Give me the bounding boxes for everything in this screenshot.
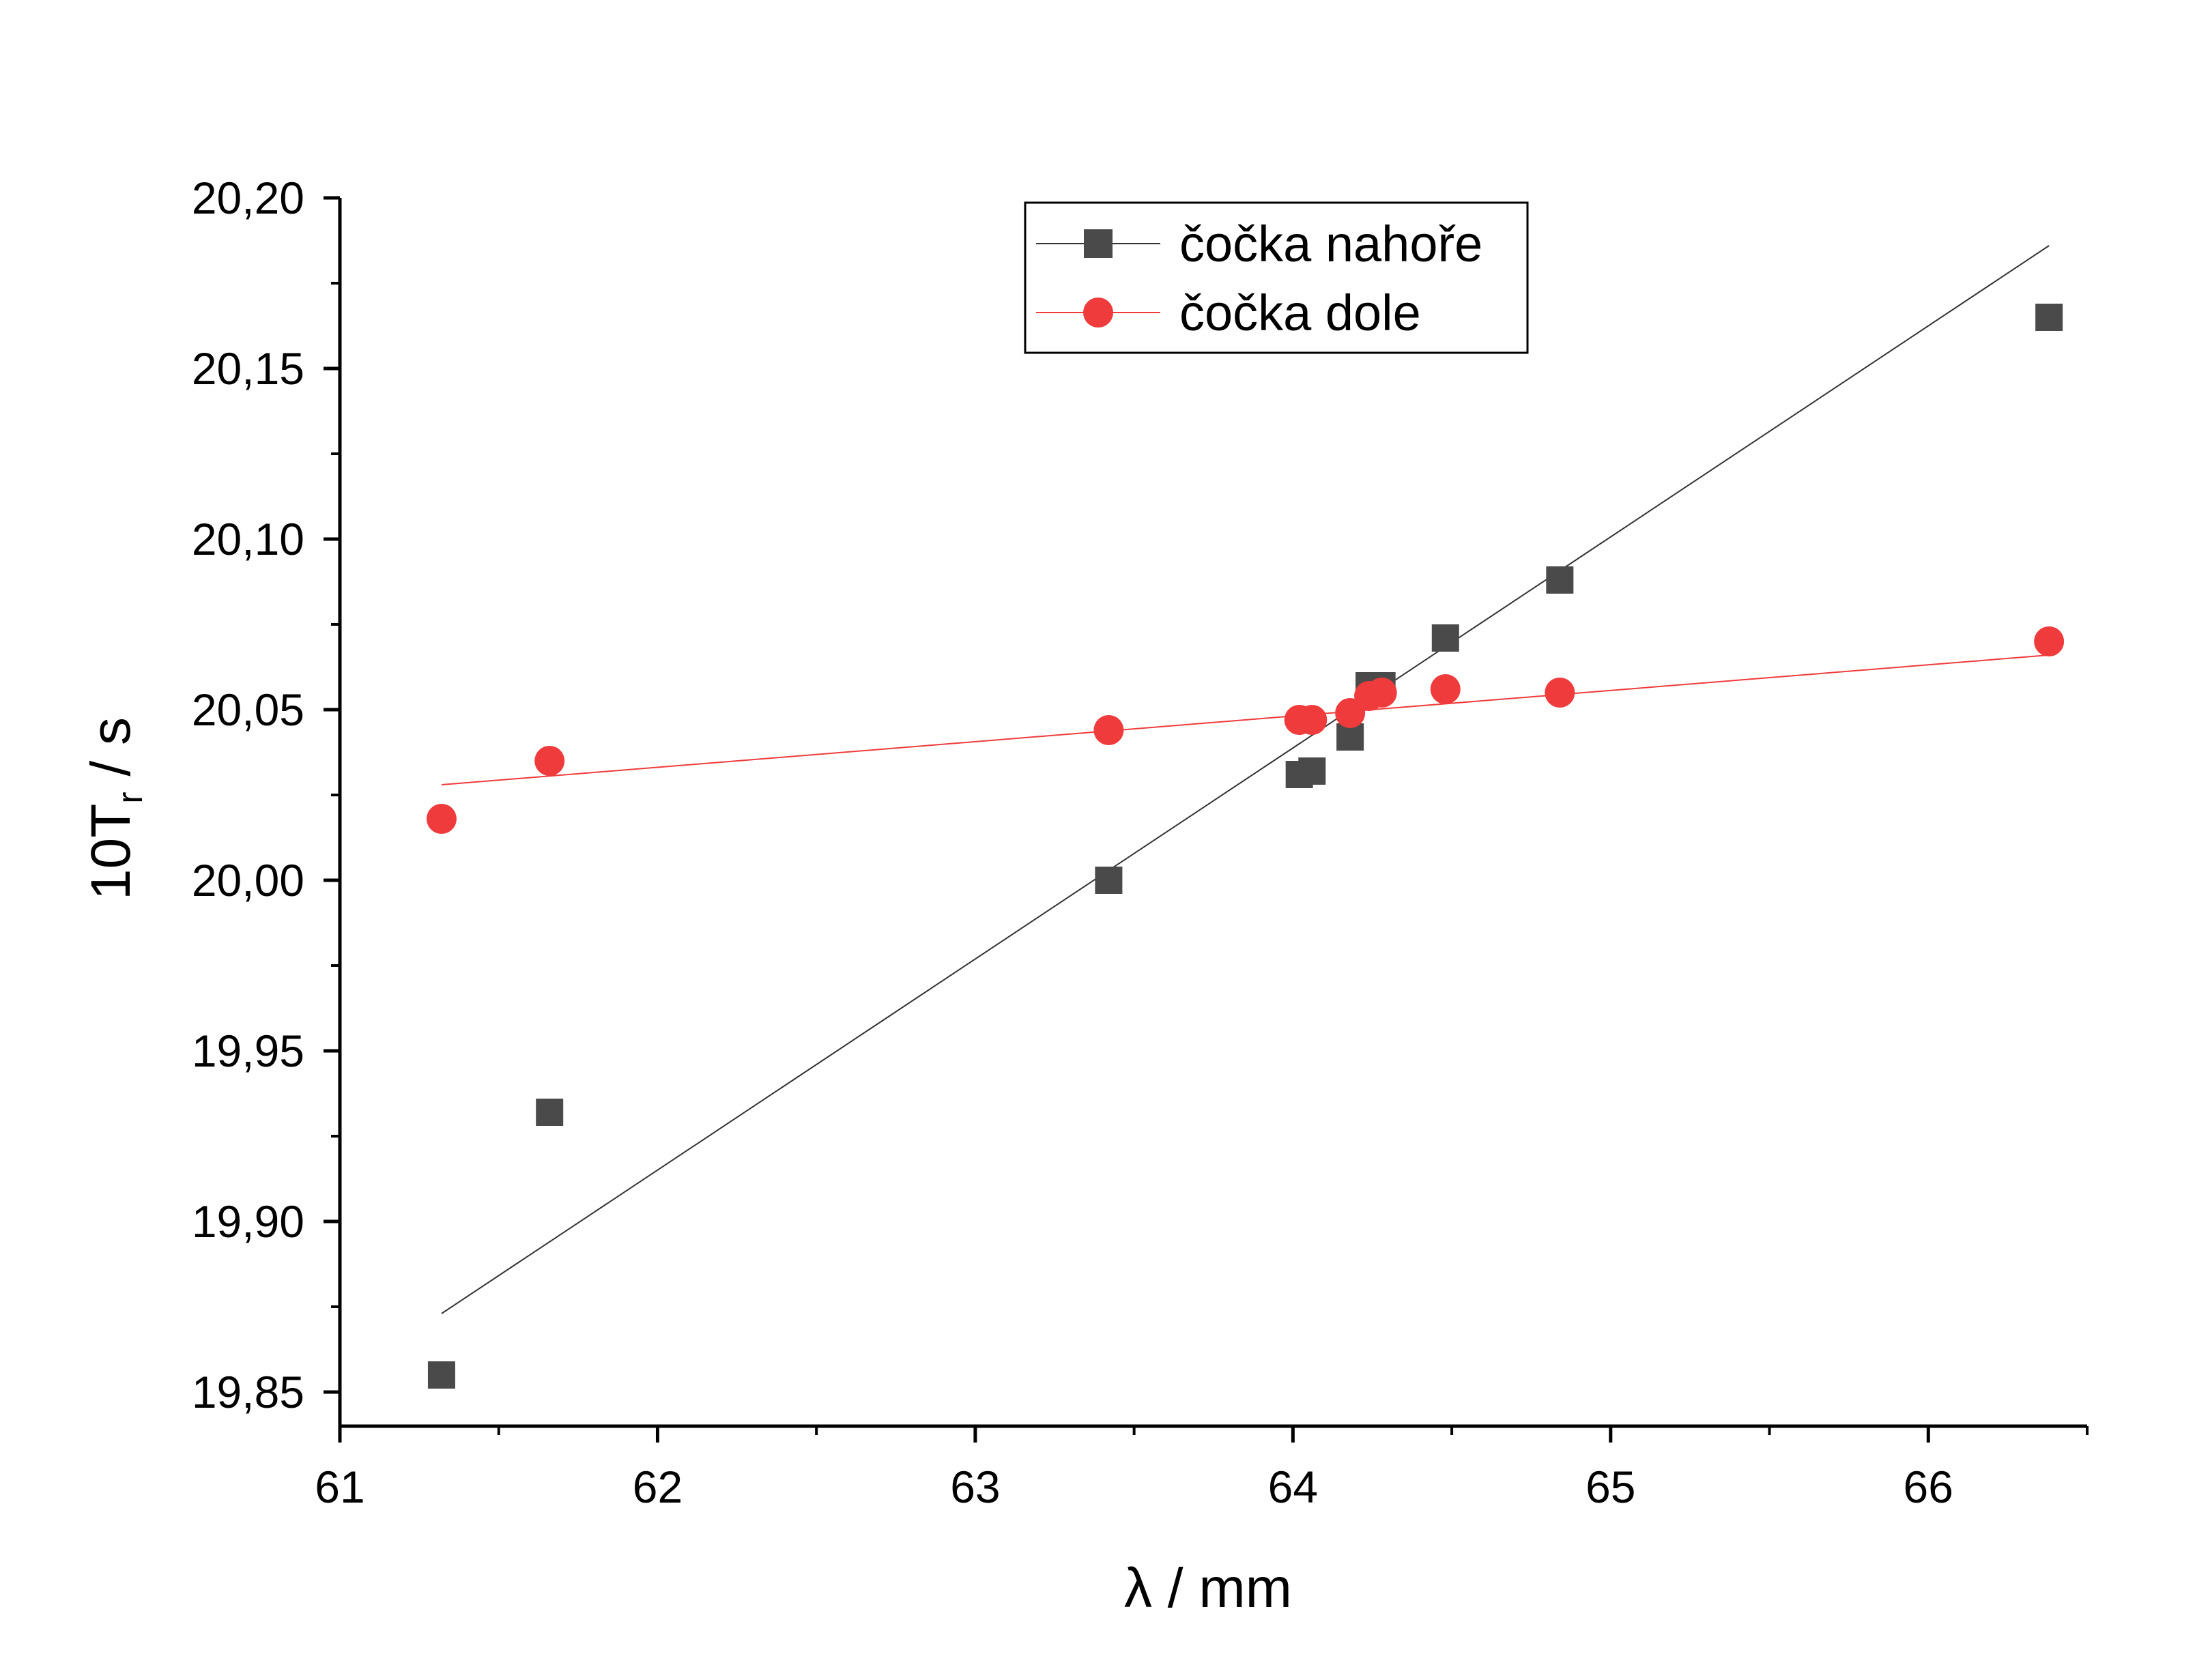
x-tick-label: 64 xyxy=(1268,1462,1318,1512)
point-series-1 xyxy=(1366,678,1397,708)
point-series-1 xyxy=(534,746,565,776)
x-tick-label: 66 xyxy=(1904,1462,1953,1512)
y-tick-label: 20,10 xyxy=(192,514,304,564)
y-tick-label: 20,00 xyxy=(192,855,304,906)
y-tick-labels: 19,85 19,90 19,95 20,00 20,05 20,10 20,15 20,20 xyxy=(192,173,304,1417)
fit-lines xyxy=(441,245,2050,1314)
x-tick-label: 62 xyxy=(633,1462,683,1512)
point-series-1 xyxy=(2034,626,2065,656)
point-series-1 xyxy=(426,804,457,834)
point-series-1 xyxy=(1093,715,1124,745)
y-tick-label: 20,05 xyxy=(192,684,304,735)
y-axis-title: 10Tr / s xyxy=(80,717,150,900)
legend-label-dole: čočka dole xyxy=(1179,285,1421,341)
point-series-0 xyxy=(1298,757,1326,785)
point-series-1 xyxy=(1297,705,1328,735)
y-tick-label: 19,90 xyxy=(192,1196,304,1247)
legend-marker-dole xyxy=(1083,298,1113,328)
data-points xyxy=(426,304,2065,1389)
point-series-0 xyxy=(2035,304,2063,331)
y-axis-title-subscript: r xyxy=(111,792,150,803)
point-series-1 xyxy=(1430,674,1461,704)
fit-line-series-1 xyxy=(441,654,2050,785)
point-series-0 xyxy=(427,1361,455,1389)
point-series-0 xyxy=(1546,566,1574,594)
y-tick-label: 19,95 xyxy=(192,1026,304,1076)
point-series-0 xyxy=(1431,624,1459,652)
y-tick-label: 20,15 xyxy=(192,343,304,394)
fit-line-series-0 xyxy=(441,245,2050,1314)
point-series-0 xyxy=(1095,867,1123,894)
y-tick-label: 20,20 xyxy=(192,173,304,223)
legend-label-nahore: čočka nahoře xyxy=(1179,216,1482,272)
legend-box xyxy=(1024,201,1529,354)
x-tick-labels: 61 62 63 64 65 66 xyxy=(315,1462,1953,1512)
x-tick-label: 61 xyxy=(315,1462,364,1512)
y-tick-label: 19,85 xyxy=(192,1367,304,1417)
point-series-0 xyxy=(536,1099,564,1126)
legend-marker-nahore xyxy=(1084,229,1113,258)
x-axis-title: λ / mm xyxy=(1124,1557,1292,1619)
legend: čočka nahoře čočka dole xyxy=(1024,201,1529,354)
point-series-1 xyxy=(1545,678,1575,708)
x-tick-label: 63 xyxy=(950,1462,1000,1512)
y-axis-title-main: 10T xyxy=(80,804,142,900)
y-axis-title-unit: / s xyxy=(80,717,142,792)
x-tick-label: 65 xyxy=(1586,1462,1635,1512)
axis-ticks xyxy=(324,196,2089,1443)
